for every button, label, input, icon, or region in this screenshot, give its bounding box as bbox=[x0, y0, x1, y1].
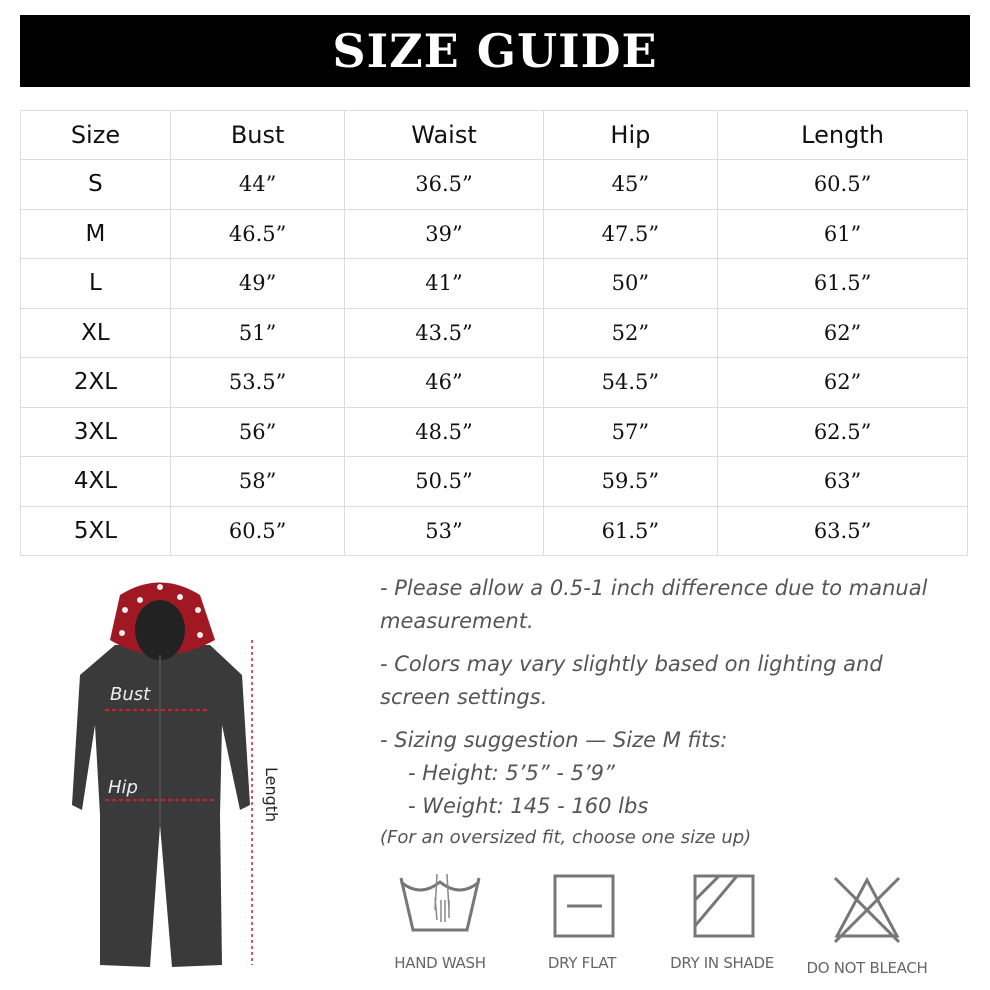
column-header: Length bbox=[717, 110, 968, 160]
size-cell: 2XL bbox=[20, 357, 171, 408]
measurement-cell: 50.5” bbox=[344, 456, 544, 507]
size-cell: XL bbox=[20, 307, 171, 358]
measurement-cell: 47.5” bbox=[542, 208, 719, 259]
table-row: L 49” 41” 50” 61.5” bbox=[20, 258, 968, 309]
measurement-cell: 41” bbox=[344, 258, 544, 309]
bust-label: Bust bbox=[110, 684, 151, 705]
measurement-cell: 57” bbox=[542, 406, 719, 457]
measurement-cell: 49” bbox=[169, 258, 346, 309]
measurement-cell: 54.5” bbox=[542, 357, 719, 408]
measurement-cell: 63.5” bbox=[717, 505, 968, 556]
measurement-cell: 56” bbox=[169, 406, 346, 457]
size-cell: S bbox=[20, 159, 171, 210]
length-label: Length bbox=[262, 767, 281, 822]
measurement-cell: 46.5” bbox=[169, 208, 346, 259]
notes: - Please allow a 0.5-1 inch difference d… bbox=[380, 572, 940, 853]
measurement-cell: 61.5” bbox=[542, 505, 719, 556]
measurement-cell: 52” bbox=[542, 307, 719, 358]
measurement-cell: 44” bbox=[169, 159, 346, 210]
measurement-cell: 48.5” bbox=[344, 406, 544, 457]
column-header: Waist bbox=[344, 110, 544, 160]
measurement-cell: 50” bbox=[542, 258, 719, 309]
table-row: 3XL 56” 48.5” 57” 62.5” bbox=[20, 406, 968, 457]
note-colors: - Colors may vary slightly based on ligh… bbox=[380, 652, 883, 709]
note-oversized: (For an oversized fit, choose one size u… bbox=[380, 827, 752, 848]
measurement-cell: 62” bbox=[717, 357, 968, 408]
table-header-row: Size Bust Waist Hip Length bbox=[20, 110, 968, 160]
measurement-cell: 60.5” bbox=[169, 505, 346, 556]
size-cell: M bbox=[20, 208, 171, 259]
care-dry-in-shade: DRY IN SHADE bbox=[652, 870, 792, 972]
care-do-not-bleach: DO NOT BLEACH bbox=[797, 870, 937, 977]
note-sizing: - Sizing suggestion — Size M fits: bbox=[380, 728, 728, 752]
column-header: Bust bbox=[169, 110, 346, 160]
table-row: S 44” 36.5” 45” 60.5” bbox=[20, 159, 968, 210]
measurement-cell: 60.5” bbox=[717, 159, 968, 210]
size-cell: L bbox=[20, 258, 171, 309]
dry-in-shade-icon bbox=[693, 874, 755, 938]
table-row: XL 51” 43.5” 52” 62” bbox=[20, 307, 968, 358]
note-height: - Height: 5’5” - 5’9” bbox=[408, 761, 615, 785]
measurement-cell: 46” bbox=[344, 357, 544, 408]
hood-opening bbox=[135, 600, 185, 660]
measurement-cell: 36.5” bbox=[344, 159, 544, 210]
measurement-cell: 59.5” bbox=[542, 456, 719, 507]
measurement-cell: 58” bbox=[169, 456, 346, 507]
size-cell: 4XL bbox=[20, 456, 171, 507]
onesie-diagram: Bust Hip Length bbox=[72, 582, 281, 967]
measurement-cell: 39” bbox=[344, 208, 544, 259]
measurement-cell: 53.5” bbox=[169, 357, 346, 408]
measurement-cell: 63” bbox=[717, 456, 968, 507]
table-row: 5XL 60.5” 53” 61.5” 63.5” bbox=[20, 505, 968, 556]
note-weight: - Weight: 145 - 160 lbs bbox=[408, 794, 649, 818]
do-not-bleach-icon bbox=[833, 876, 901, 944]
column-header: Hip bbox=[542, 110, 719, 160]
care-hand-wash: HAND WASH bbox=[370, 870, 510, 972]
measurement-cell: 45” bbox=[542, 159, 719, 210]
dry-in-shade-label: DRY IN SHADE bbox=[670, 954, 774, 972]
hip-label: Hip bbox=[108, 777, 138, 798]
dry-flat-label: DRY FLAT bbox=[547, 954, 617, 972]
measurement-cell: 43.5” bbox=[344, 307, 544, 358]
dry-flat-icon bbox=[553, 874, 615, 938]
measurement-cell: 53” bbox=[344, 505, 544, 556]
note-measurement: - Please allow a 0.5-1 inch difference d… bbox=[380, 576, 928, 633]
measurement-cell: 61” bbox=[717, 208, 968, 259]
size-cell: 3XL bbox=[20, 406, 171, 457]
table-row: M 46.5” 39” 47.5” 61” bbox=[20, 208, 968, 259]
petal-spots bbox=[119, 584, 203, 638]
hand-wash-icon bbox=[399, 873, 481, 932]
size-cell: 5XL bbox=[20, 505, 171, 556]
do-not-bleach-label: DO NOT BLEACH bbox=[806, 959, 928, 977]
measurement-cell: 62.5” bbox=[717, 406, 968, 457]
care-dry-flat: DRY FLAT bbox=[512, 870, 652, 972]
column-header: Size bbox=[20, 110, 171, 160]
page-title: SIZE GUIDE bbox=[20, 15, 970, 87]
table-row: 4XL 58” 50.5” 59.5” 63” bbox=[20, 456, 968, 507]
measurement-cell: 62” bbox=[717, 307, 968, 358]
table-row: 2XL 53.5” 46” 54.5” 62” bbox=[20, 357, 968, 408]
size-table: Size Bust Waist Hip Length S 44” 36.5” 45” 60.5”… bbox=[20, 110, 968, 556]
hand-wash-label: HAND WASH bbox=[394, 954, 486, 972]
onesie-body bbox=[72, 645, 250, 967]
measurement-cell: 61.5” bbox=[717, 258, 968, 309]
measurement-cell: 51” bbox=[169, 307, 346, 358]
